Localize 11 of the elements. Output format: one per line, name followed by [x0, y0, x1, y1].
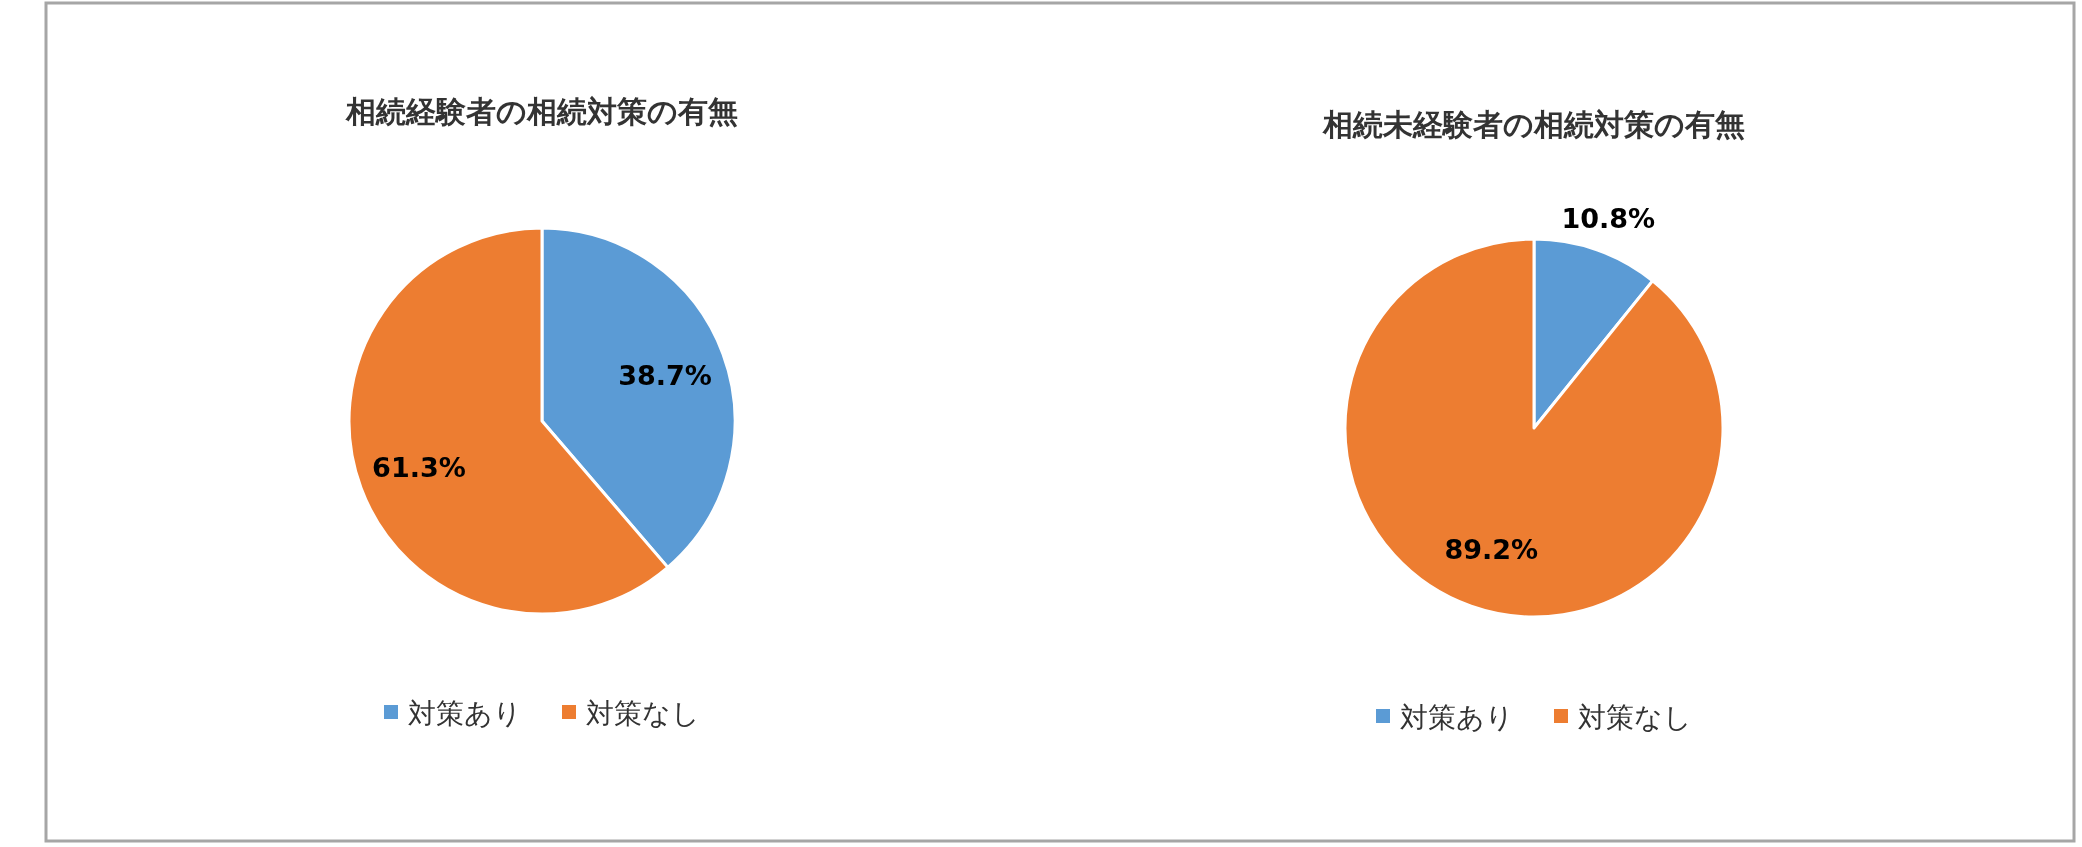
legend-label: 対策なし: [586, 697, 700, 730]
data-label: 89.2%: [1444, 534, 1539, 566]
chart-title: 相続経験者の相続対策の有無: [345, 94, 738, 129]
pie-slice: [1343, 237, 1725, 619]
data-label: 10.8%: [1561, 202, 1656, 234]
legend-label: 対策あり: [1400, 701, 1514, 734]
chart-title: 相続未経験者の相続対策の有無: [1322, 107, 1745, 142]
data-label: 61.3%: [372, 451, 466, 483]
legend-label: 対策あり: [408, 697, 522, 730]
data-label: 38.7%: [618, 360, 712, 392]
legend-label: 対策なし: [1578, 701, 1692, 734]
